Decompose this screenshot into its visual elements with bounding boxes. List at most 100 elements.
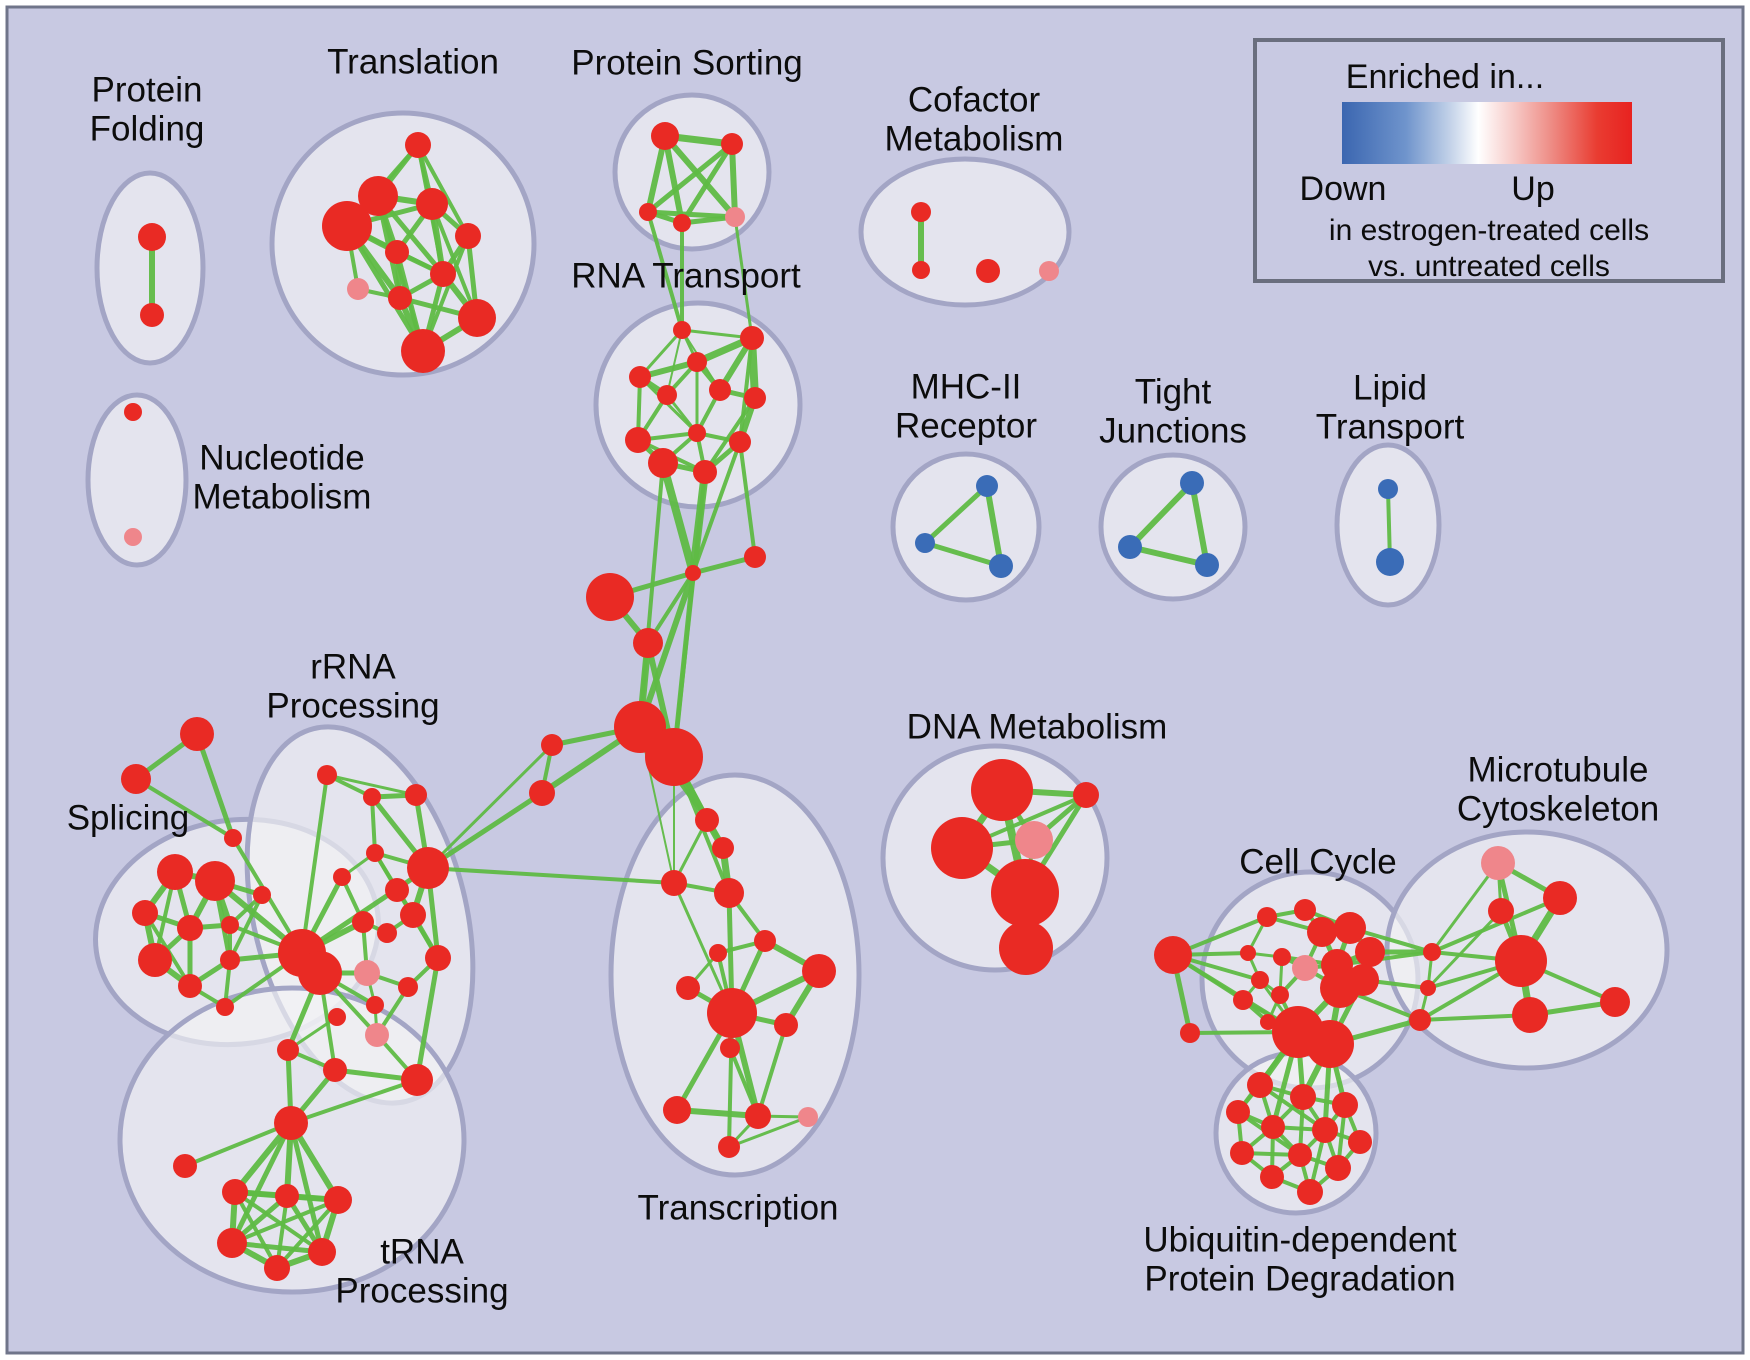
gene-set-node-cc14[interactable] (1233, 990, 1253, 1010)
gene-set-node-r6[interactable] (385, 878, 409, 902)
gene-set-node-r19[interactable] (277, 1039, 299, 1061)
gene-set-node-cf2[interactable] (912, 261, 930, 279)
gene-set-node-mt3[interactable] (1488, 898, 1514, 924)
gene-set-node-r10[interactable] (377, 923, 397, 943)
gene-set-node-r15[interactable] (328, 1008, 346, 1026)
gene-set-node-ps5[interactable] (725, 207, 745, 227)
gene-set-node-cc2[interactable] (1180, 1023, 1200, 1043)
gene-set-node-d1[interactable] (971, 759, 1033, 821)
gene-set-node-h2[interactable] (645, 728, 703, 786)
gene-set-node-u2[interactable] (1290, 1084, 1316, 1110)
gene-set-node-rt11[interactable] (648, 448, 678, 478)
gene-set-node-mt2[interactable] (1543, 881, 1577, 915)
gene-set-node-t2[interactable] (358, 176, 398, 216)
cluster-ellipse-protein-sorting[interactable] (612, 92, 772, 252)
gene-set-node-m1[interactable] (976, 475, 998, 497)
gene-set-node-r18[interactable] (401, 1064, 433, 1096)
gene-set-node-r8[interactable] (400, 902, 426, 928)
gene-set-node-f2[interactable] (121, 764, 151, 794)
gene-set-node-u1[interactable] (1247, 1072, 1273, 1098)
gene-set-node-tj1[interactable] (1180, 471, 1204, 495)
gene-set-node-x1[interactable] (1423, 943, 1441, 961)
gene-set-node-rt6[interactable] (744, 387, 766, 409)
gene-set-node-s5[interactable] (253, 886, 271, 904)
gene-set-node-tr4[interactable] (324, 1186, 352, 1214)
gene-set-node-mt6[interactable] (1600, 987, 1630, 1017)
gene-set-node-tc4[interactable] (714, 878, 744, 908)
gene-set-node-u12[interactable] (1297, 1179, 1323, 1205)
gene-set-node-cc7[interactable] (1307, 917, 1337, 947)
gene-set-node-rt9[interactable] (688, 424, 706, 442)
gene-set-node-ps3[interactable] (639, 203, 657, 221)
gene-set-node-s6[interactable] (221, 916, 239, 934)
gene-set-node-tc10[interactable] (774, 1013, 798, 1037)
gene-set-node-mtP[interactable] (1481, 846, 1515, 880)
gene-set-node-tc8[interactable] (802, 954, 836, 988)
gene-set-node-s1[interactable] (157, 854, 193, 890)
gene-set-node-cc1[interactable] (1154, 936, 1192, 974)
gene-set-node-tc7[interactable] (676, 976, 700, 1000)
gene-set-node-ps1[interactable] (651, 122, 679, 150)
gene-set-node-ps2[interactable] (721, 133, 743, 155)
gene-set-node-s10[interactable] (216, 998, 234, 1016)
gene-set-node-u7[interactable] (1348, 1130, 1372, 1154)
gene-set-node-s7[interactable] (138, 943, 172, 977)
gene-set-node-tc15[interactable] (718, 1136, 740, 1158)
gene-set-node-r13[interactable] (398, 977, 418, 997)
gene-set-node-s8[interactable] (178, 974, 202, 998)
gene-set-node-s3[interactable] (132, 900, 158, 926)
gene-set-node-cc8[interactable] (1334, 912, 1366, 944)
gene-set-node-rt2[interactable] (740, 326, 764, 350)
gene-set-node-r1[interactable] (317, 765, 337, 785)
gene-set-node-mt4[interactable] (1495, 935, 1547, 987)
gene-set-node-tr3[interactable] (275, 1184, 299, 1208)
gene-set-node-l2[interactable] (1376, 548, 1404, 576)
gene-set-node-f3[interactable] (224, 829, 242, 847)
gene-set-node-cc11[interactable] (1355, 937, 1385, 967)
gene-set-node-r16[interactable] (365, 1023, 389, 1047)
gene-set-node-tc6[interactable] (754, 930, 776, 952)
gene-set-node-pf2[interactable] (140, 303, 164, 327)
gene-set-node-cc4[interactable] (1294, 899, 1316, 921)
gene-set-node-rrB[interactable] (407, 847, 449, 889)
gene-set-node-t6[interactable] (385, 240, 409, 264)
gene-set-node-cf3[interactable] (976, 259, 1000, 283)
gene-set-node-tc1[interactable] (695, 808, 719, 832)
gene-set-node-tr5[interactable] (217, 1228, 247, 1258)
gene-set-node-tr6[interactable] (308, 1238, 336, 1266)
gene-set-node-cc13[interactable] (1271, 986, 1289, 1004)
gene-set-node-tc9[interactable] (707, 988, 757, 1038)
gene-set-node-tc14[interactable] (798, 1107, 818, 1127)
gene-set-node-u10[interactable] (1325, 1155, 1351, 1181)
gene-set-node-t9[interactable] (388, 286, 412, 310)
gene-set-node-x3[interactable] (1409, 1009, 1431, 1031)
gene-set-node-tj2[interactable] (1118, 535, 1142, 559)
gene-set-node-u8[interactable] (1230, 1141, 1254, 1165)
gene-set-node-cc6[interactable] (1273, 948, 1291, 966)
gene-set-node-cf1[interactable] (911, 202, 931, 222)
gene-set-node-cc17[interactable] (1260, 1014, 1276, 1030)
gene-set-node-rt5[interactable] (709, 379, 731, 401)
gene-set-node-t8[interactable] (347, 278, 369, 300)
gene-set-node-s4[interactable] (177, 915, 203, 941)
gene-set-node-f1[interactable] (180, 717, 214, 751)
gene-set-node-u11[interactable] (1260, 1165, 1284, 1189)
gene-set-node-m3[interactable] (989, 554, 1013, 578)
gene-set-node-c3[interactable] (744, 546, 766, 568)
gene-set-node-t3[interactable] (416, 188, 448, 220)
gene-set-node-tr2[interactable] (222, 1179, 248, 1205)
gene-set-node-tj3[interactable] (1195, 553, 1219, 577)
gene-set-node-s2[interactable] (195, 861, 235, 901)
gene-set-node-n2[interactable] (124, 528, 142, 546)
gene-set-node-tc3[interactable] (661, 870, 687, 896)
gene-set-node-tri2[interactable] (529, 780, 555, 806)
gene-set-node-r2[interactable] (363, 788, 381, 806)
gene-set-node-cc3[interactable] (1257, 907, 1277, 927)
gene-set-node-t10[interactable] (458, 299, 496, 337)
gene-set-node-t5[interactable] (455, 223, 481, 249)
gene-set-node-tr7[interactable] (264, 1255, 290, 1281)
gene-set-node-u6[interactable] (1312, 1117, 1338, 1143)
gene-set-node-tr1[interactable] (173, 1154, 197, 1178)
gene-set-node-u9[interactable] (1288, 1143, 1312, 1167)
gene-set-node-r17[interactable] (323, 1058, 347, 1082)
